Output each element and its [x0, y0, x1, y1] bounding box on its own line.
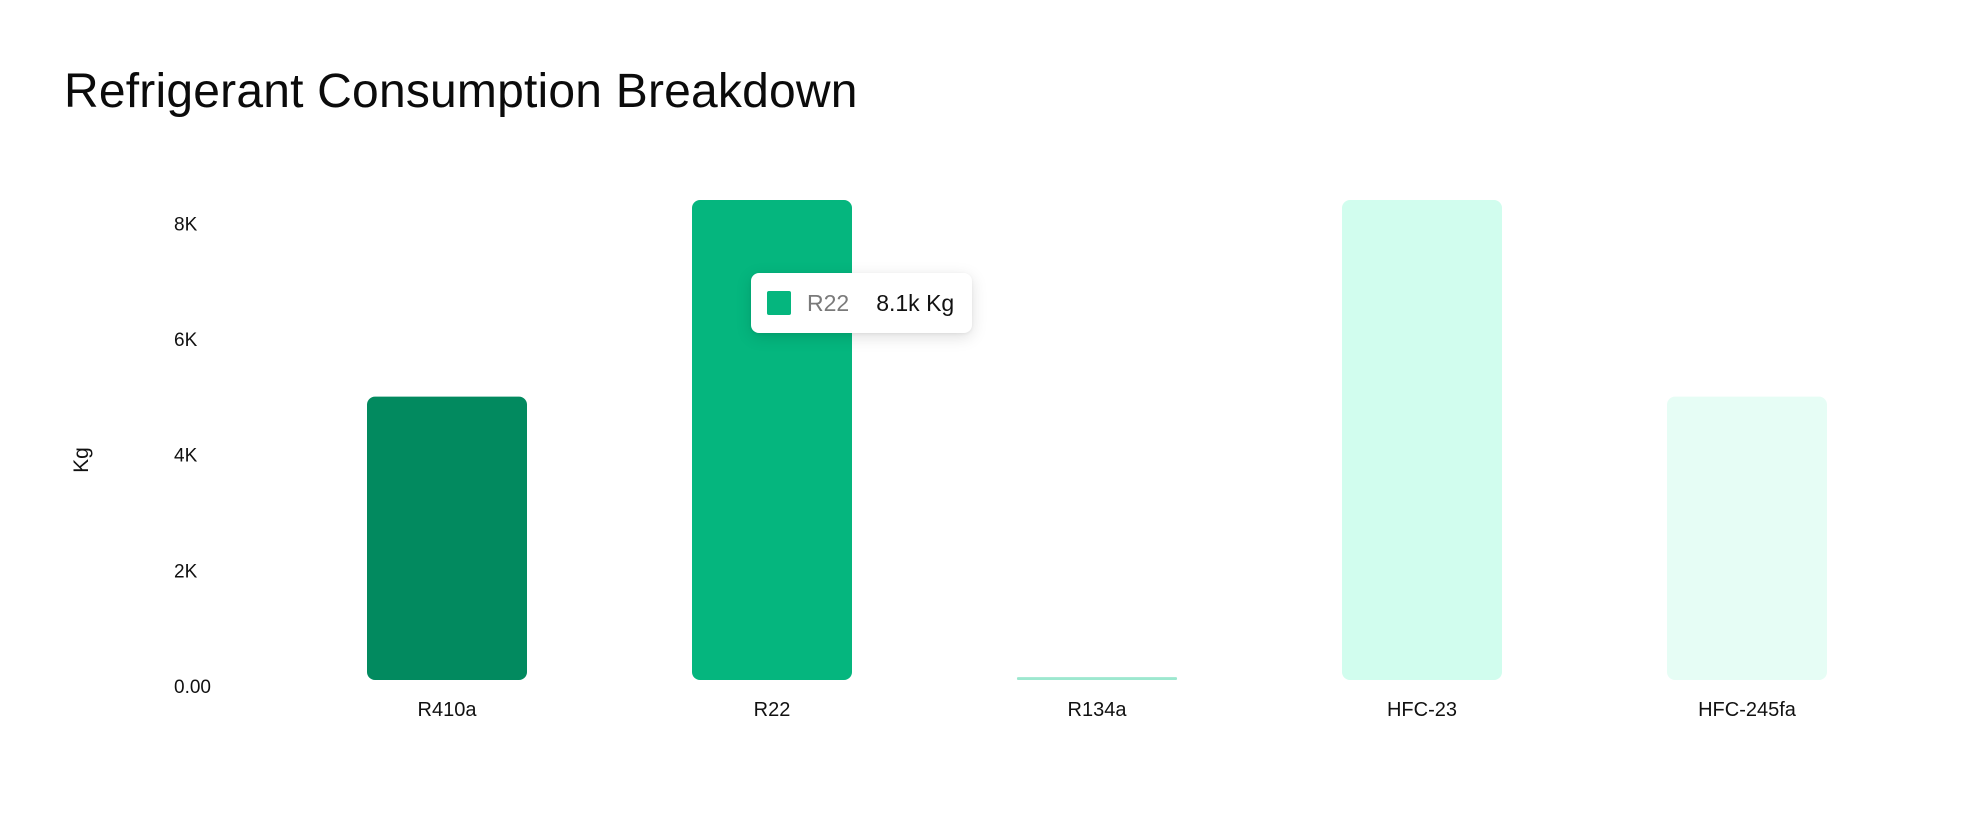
x-tick-label: R134a	[1068, 699, 1128, 721]
bar-tooltip: R22 8.1k Kg	[751, 273, 973, 333]
x-tick-label: HFC-23	[1387, 699, 1457, 721]
tooltip-value: 8.1k Kg	[876, 289, 955, 316]
x-tick-label: HFC-245fa	[1698, 699, 1797, 721]
y-axis-title: Kg	[70, 447, 93, 473]
y-tick-label: 4K	[174, 446, 198, 467]
chart-title: Refrigerant Consumption Breakdown	[64, 65, 858, 118]
y-tick-label: 8K	[174, 214, 198, 235]
tooltip-swatch	[767, 291, 791, 315]
y-axis-ticks: 0.00 2K 4K 6K 8K	[174, 214, 211, 698]
bars	[367, 200, 1827, 680]
tooltip-series-name: R22	[807, 289, 850, 316]
bar-r22[interactable]	[692, 200, 852, 680]
y-tick-label: 6K	[174, 330, 198, 351]
y-tick-label: 0.00	[174, 677, 211, 698]
bar-r410a[interactable]	[367, 396, 527, 680]
y-tick-label: 2K	[174, 561, 198, 582]
bar-r134a[interactable]	[1017, 677, 1177, 680]
x-tick-label: R22	[754, 699, 791, 721]
x-axis-ticks: R410a R22 R134a HFC-23 HFC-245fa	[418, 699, 1797, 721]
bar-hfc-245fa[interactable]	[1667, 396, 1827, 680]
bar-hfc-23[interactable]	[1342, 200, 1502, 680]
x-tick-label: R410a	[418, 699, 478, 721]
